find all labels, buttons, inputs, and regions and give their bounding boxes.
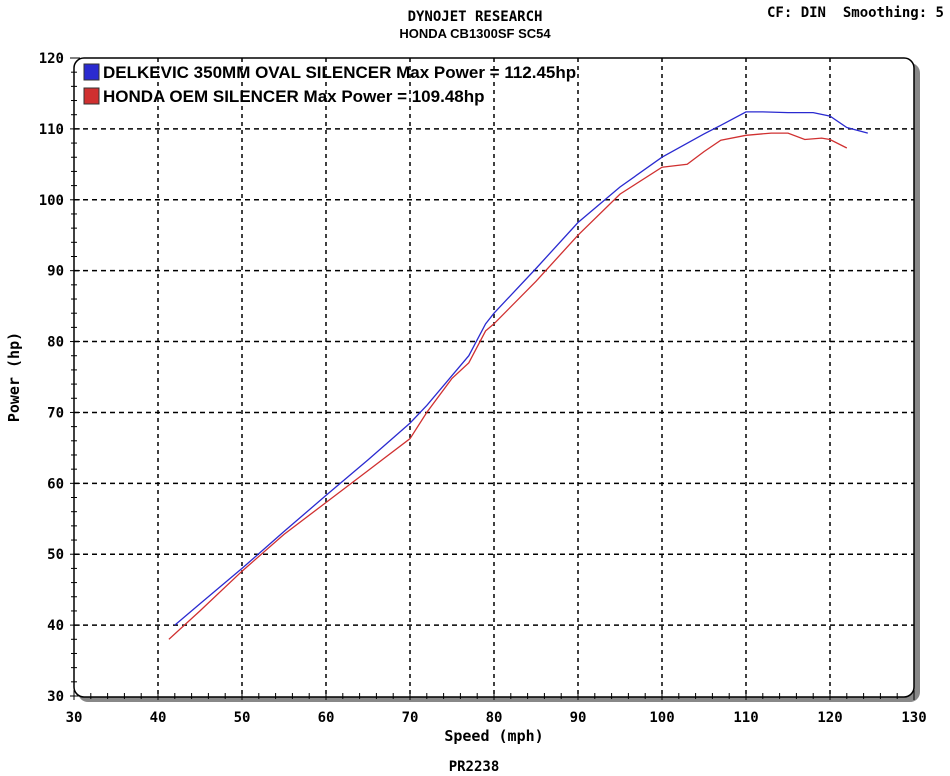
x-tick-label: 80 <box>486 710 503 726</box>
x-tick-label: 110 <box>733 710 758 726</box>
y-tick-label: 70 <box>47 405 64 421</box>
settings-label: CF: DIN Smoothing: 5 <box>767 5 944 21</box>
y-tick-label: 110 <box>39 122 64 138</box>
plot-area <box>73 57 915 698</box>
series-line-2 <box>168 132 848 640</box>
x-tick-label: 50 <box>234 710 251 726</box>
series-line-1 <box>174 111 868 626</box>
y-tick-label: 120 <box>39 51 64 67</box>
y-axis-label: Power (hp) <box>5 332 23 422</box>
legend-swatch-1 <box>83 63 100 81</box>
y-tick-label: 30 <box>47 689 64 705</box>
y-tick-label: 50 <box>47 547 64 563</box>
run-id: PR2238 <box>449 759 500 775</box>
y-tick-label: 100 <box>39 193 64 209</box>
y-tick-label: 80 <box>47 335 64 351</box>
y-tick-label: 60 <box>47 476 64 492</box>
x-tick-label: 30 <box>66 710 83 726</box>
legend-label-1: DELKEVIC 350MM OVAL SILENCER Max Power =… <box>103 63 576 82</box>
chart-subtitle: HONDA CB1300SF SC54 <box>399 26 551 41</box>
x-tick-label: 100 <box>649 710 674 726</box>
x-tick-label: 120 <box>817 710 842 726</box>
legend-swatch-2 <box>83 87 100 105</box>
chart-title: DYNOJET RESEARCH <box>408 9 543 25</box>
x-tick-label: 70 <box>402 710 419 726</box>
x-tick-label: 40 <box>150 710 167 726</box>
x-tick-label: 90 <box>570 710 587 726</box>
x-tick-label: 130 <box>901 710 926 726</box>
x-tick-label: 60 <box>318 710 335 726</box>
x-axis-label: Speed (mph) <box>444 727 543 745</box>
y-tick-label: 40 <box>47 618 64 634</box>
y-tick-label: 90 <box>47 264 64 280</box>
legend-label-2: HONDA OEM SILENCER Max Power = 109.48hp <box>103 87 485 106</box>
